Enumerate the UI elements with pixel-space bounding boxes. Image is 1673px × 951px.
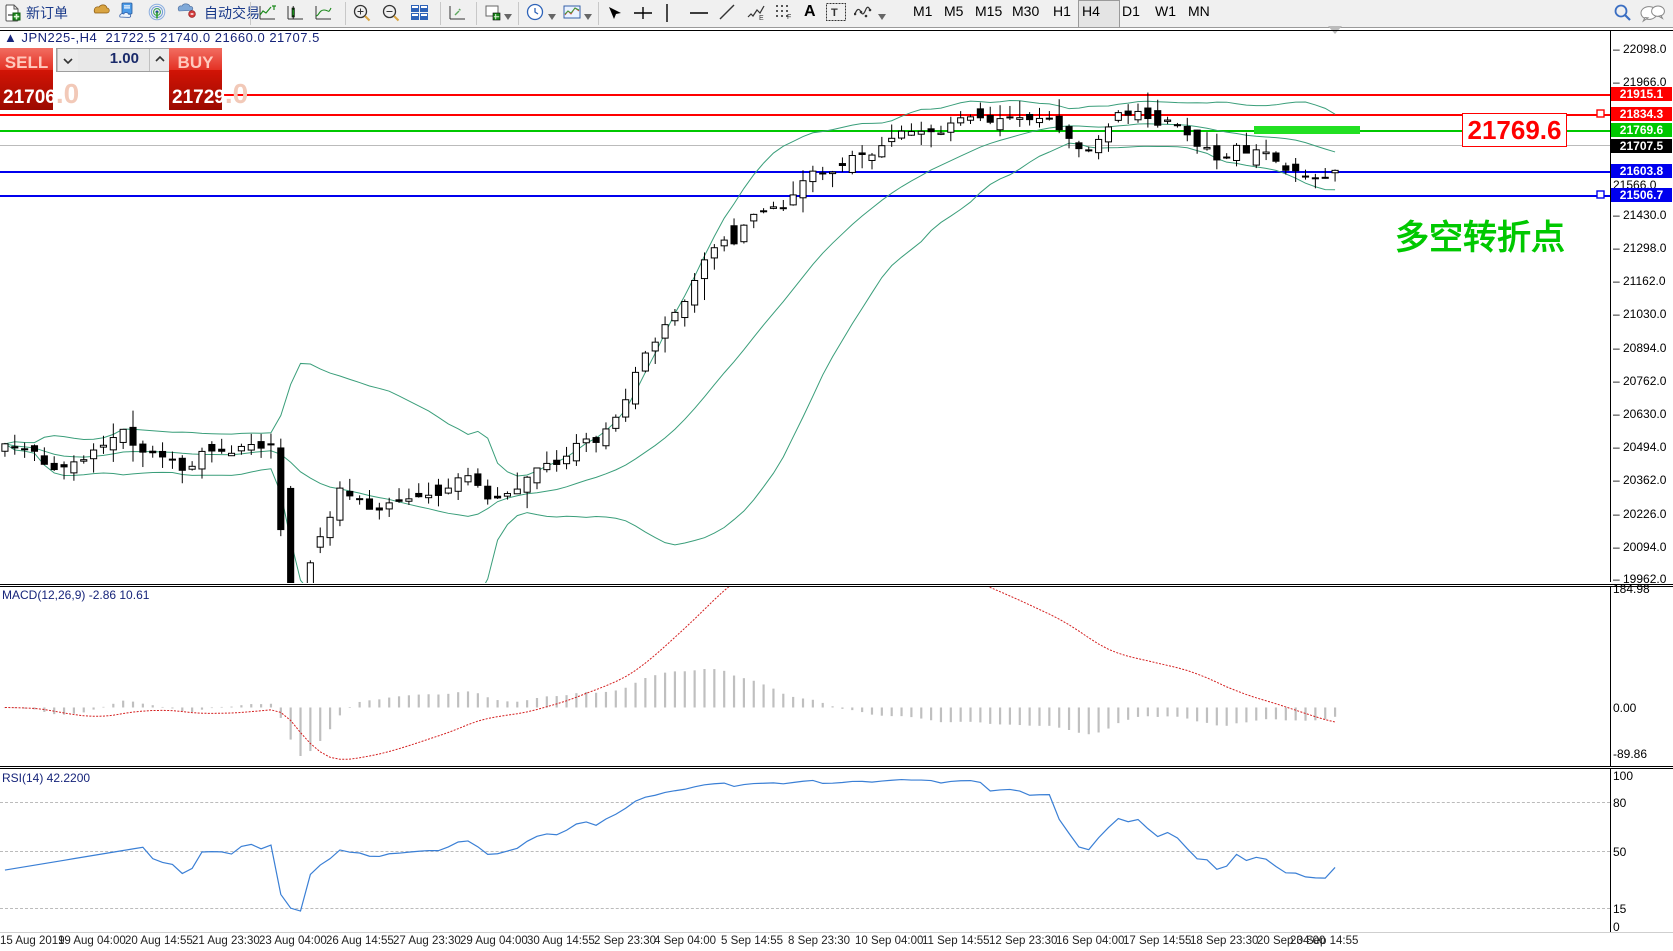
- svg-text:E: E: [759, 15, 764, 21]
- svg-text:F: F: [787, 14, 791, 19]
- svg-text:T: T: [831, 7, 838, 19]
